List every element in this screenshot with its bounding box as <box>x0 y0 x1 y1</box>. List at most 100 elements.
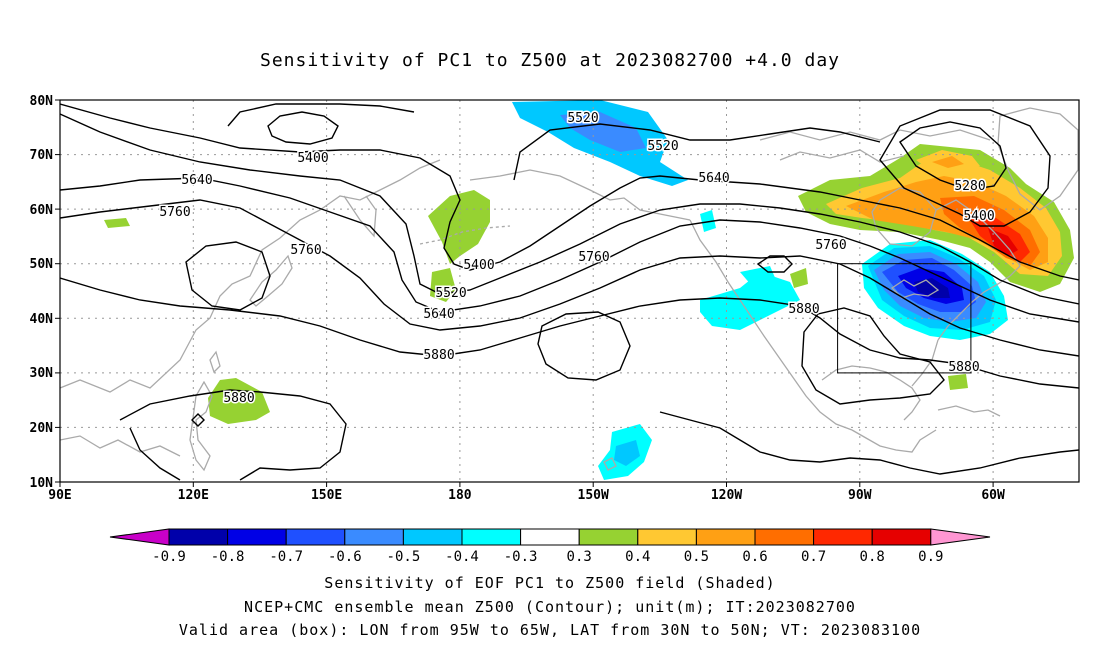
colorbar-low-extend <box>109 528 170 546</box>
contour-5760-main <box>60 199 1079 357</box>
neg-region-small-1 <box>700 210 716 232</box>
colorbar-tick-label: 0.3 <box>567 549 592 565</box>
contour-label: 5520 <box>435 286 466 301</box>
neg-region-north-pacific-arctic-core <box>560 112 646 152</box>
colorbar-bin <box>754 528 815 546</box>
coast-gulf-mexico <box>821 365 921 421</box>
contour-labels: 5400 5520 5640 5760 5880 5280 5400 5520 … <box>158 110 996 408</box>
pos-region-dateline-2 <box>430 268 456 302</box>
colorbar-tick-label: 0.8 <box>860 549 885 565</box>
coast-caribbean <box>937 405 1001 417</box>
colorbar-tick-label: -0.3 <box>504 549 538 565</box>
valid-area-box <box>837 263 972 374</box>
colorbar-bin <box>637 528 697 546</box>
lon-tick-label: 150W <box>578 488 609 503</box>
pos-region-small-gl <box>790 268 808 288</box>
contour-label: 5880 <box>223 391 254 406</box>
coast-japan <box>249 254 293 307</box>
contour-5880-sw <box>129 427 181 481</box>
contour-5400-greenland <box>879 109 1051 227</box>
contour-label: 5520 <box>567 111 598 126</box>
pos-region-dateline <box>428 190 490 264</box>
contour-5880-main <box>60 277 1079 389</box>
caption-line-1: Sensitivity of EOF PC1 to Z500 field (Sh… <box>324 574 776 592</box>
pos-region-philippines <box>208 378 270 424</box>
contour-label: 5400 <box>963 209 994 224</box>
contour-label: 5400 <box>463 258 494 273</box>
contour-5880-west-pacific <box>119 389 347 481</box>
coast-hawaii <box>603 457 617 471</box>
lat-tick-label: 60N <box>30 203 54 218</box>
lon-tick-label: 150E <box>311 488 342 503</box>
map-frame <box>59 99 1080 483</box>
coast-florida <box>911 339 939 387</box>
neg-region-east-pacific <box>700 272 800 330</box>
colorbar-bin <box>813 528 873 546</box>
coast-taiwan <box>209 350 221 374</box>
contour-label: 5880 <box>788 302 819 317</box>
coast-south-china-sea <box>60 435 181 457</box>
chart-title: Sensitivity of PC1 to Z500 at 2023082700… <box>259 50 840 71</box>
contour-5760-closed <box>185 241 271 311</box>
contour-5640-main <box>60 177 1079 323</box>
colorbar-tick-label: 0.5 <box>684 549 709 565</box>
colorbar-bin <box>285 528 346 546</box>
neg-region-eastern-us-peak <box>914 278 950 298</box>
lon-tick-label: 60W <box>981 488 1005 503</box>
colorbar-bin <box>168 528 229 546</box>
contour-label: 5640 <box>181 173 212 188</box>
colorbar-bin <box>695 528 756 546</box>
colorbar-bin <box>578 528 639 546</box>
coast-arctic-archipelago <box>759 129 991 141</box>
lat-tick-label: 20N <box>30 421 54 436</box>
contour-5280-high-arctic <box>899 121 1007 191</box>
contour-5400-main <box>60 103 1079 281</box>
contour-label: 5880 <box>423 348 454 363</box>
pos-region-small-se <box>948 374 968 390</box>
lat-axis <box>55 99 60 483</box>
contour-5760-small <box>756 255 793 273</box>
contour-label: 5400 <box>297 151 328 166</box>
coastlines <box>60 107 1079 472</box>
contour-5880-tropic <box>659 411 1079 475</box>
contour-5400-upper <box>227 103 415 127</box>
colorbar-bin <box>227 528 287 546</box>
colorbar-bin <box>871 528 932 546</box>
contour-label: 5640 <box>423 307 454 322</box>
lon-axis <box>59 482 994 487</box>
colorbar-bin <box>402 528 463 546</box>
contour-label: 5640 <box>698 171 729 186</box>
colorbar-tick-label: -0.6 <box>328 549 362 565</box>
colorbar-tick-label: -0.4 <box>445 549 479 565</box>
neg-region-hawaii-core <box>614 440 640 466</box>
coast-central-america <box>851 429 937 453</box>
colorbar-tick-label: 0.7 <box>801 549 826 565</box>
lat-tick-label: 30N <box>30 366 54 381</box>
colorbar-high-extend <box>930 528 991 546</box>
contour-5880-closed-npac <box>537 311 631 381</box>
shading-layer <box>104 100 1074 480</box>
colorbar-bin <box>344 528 404 546</box>
coast-labrador <box>935 199 1021 277</box>
lon-tick-label: 90W <box>848 488 872 503</box>
contour-5520-main <box>60 113 1079 305</box>
colorbar-bin <box>520 528 580 546</box>
coast-philippines <box>189 380 213 472</box>
colorbar-tick-label: -0.5 <box>387 549 421 565</box>
contour-label: 5760 <box>578 250 609 265</box>
contour-5880-closed-us <box>801 307 945 405</box>
coast-kamchatka <box>343 195 377 238</box>
colorbar-tick-label: -0.7 <box>269 549 303 565</box>
colorbar <box>109 528 991 546</box>
colorbar-bin <box>461 528 522 546</box>
contour-label: 5760 <box>159 205 190 220</box>
contour-label: 5520 <box>647 139 678 154</box>
lat-tick-label: 10N <box>30 476 54 491</box>
lat-tick-label: 70N <box>30 148 54 163</box>
colorbar-tick-label: 0.6 <box>742 549 767 565</box>
lon-tick-label: 120W <box>711 488 742 503</box>
contour-5520-arctic <box>513 123 881 181</box>
caption-line-3: Valid area (box): LON from 95W to 65W, L… <box>178 621 922 639</box>
lat-tick-label: 40N <box>30 312 54 327</box>
coast-north-america-west <box>689 219 853 431</box>
